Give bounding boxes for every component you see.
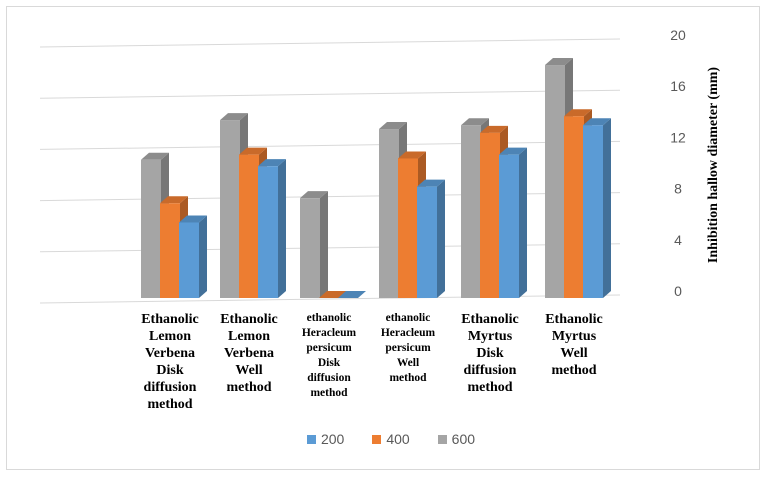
gridline (39, 38, 621, 48)
bars (141, 58, 611, 299)
y-tick-label: 4 (674, 232, 682, 248)
gridline (39, 243, 621, 253)
bar-front (220, 120, 240, 298)
bar-front (583, 125, 603, 298)
bar-side (199, 215, 207, 298)
legend-swatch (437, 434, 447, 444)
gridline (39, 89, 621, 99)
y-tick-label: 16 (670, 78, 686, 94)
bar-side (320, 191, 328, 298)
bar-front (461, 125, 481, 298)
bar-top (545, 58, 573, 66)
bar-top (160, 196, 188, 204)
bar-front (179, 222, 199, 298)
bar-front (300, 198, 320, 298)
bar-top (499, 147, 527, 155)
bar-200-4 (499, 147, 527, 298)
gridline (39, 140, 621, 150)
bar-top (239, 147, 267, 155)
bar-top (583, 118, 611, 126)
bar-side (437, 179, 445, 298)
bar-front (417, 186, 437, 298)
category-label: ethanolic Heracleum persicum Disk diffusion m… (301, 312, 357, 399)
bar-200-1 (258, 159, 286, 298)
bar-top (398, 151, 426, 159)
bar-top (564, 109, 592, 117)
bar-200-5 (583, 118, 611, 298)
legend: 200 400 600 (0, 431, 768, 447)
category-label: ethanolic Heracleum persicum Well method (380, 312, 436, 384)
bar-front (160, 203, 180, 298)
bar-front (480, 132, 500, 298)
legend-item-400: 400 (358, 431, 410, 447)
bar-top (480, 125, 508, 133)
legend-swatch (372, 434, 382, 444)
category-label: Ethanolic Lemon Verbena Well method (220, 312, 278, 396)
bar-200-0 (179, 215, 207, 298)
legend-item-200: 200 (293, 431, 344, 447)
bar-front (239, 154, 259, 298)
gridline (39, 294, 621, 304)
bar-200-3 (417, 179, 445, 298)
y-tick-label: 20 (670, 27, 686, 43)
y-axis-ticks: 0 4 8 12 16 20 (670, 27, 686, 299)
bar-side (278, 159, 286, 298)
gridlines (39, 38, 621, 304)
bar-top (461, 118, 489, 126)
bar-200-2 (338, 291, 366, 298)
category-label: Ethanolic Myrtus Well method (545, 312, 603, 379)
bar-front (564, 116, 584, 299)
bar-top (141, 152, 169, 160)
y-axis-label: Inhibition hallow diameter (mm) (706, 67, 721, 263)
legend-label: 200 (320, 431, 345, 447)
y-tick-label: 0 (674, 283, 682, 299)
y-tick-label: 12 (670, 129, 686, 145)
legend-item-600: 600 (424, 431, 475, 447)
bar-top (258, 159, 286, 167)
bar-front (398, 158, 418, 298)
legend-swatch (306, 434, 316, 444)
bar-top (300, 191, 328, 199)
category-label: Ethanolic Lemon Verbena Disk diffusion method (141, 312, 199, 413)
bar-front (141, 159, 161, 298)
category-label: Ethanolic Myrtus Disk diffusion method (461, 312, 519, 396)
bar-side (519, 147, 527, 298)
gridline (39, 192, 621, 202)
bar-front (379, 129, 399, 298)
bar-top (338, 291, 366, 298)
bar-top (179, 215, 207, 223)
bar-front (545, 65, 565, 298)
bar-600-2 (300, 191, 328, 298)
bar-front (499, 154, 519, 298)
bar-front (258, 166, 278, 298)
bar-top (379, 122, 407, 130)
bar-top (220, 113, 248, 121)
legend-label: 400 (386, 431, 410, 447)
bar-side (603, 118, 611, 298)
y-tick-label: 8 (674, 181, 682, 197)
legend-label: 600 (451, 431, 476, 447)
bar-top (417, 179, 445, 187)
